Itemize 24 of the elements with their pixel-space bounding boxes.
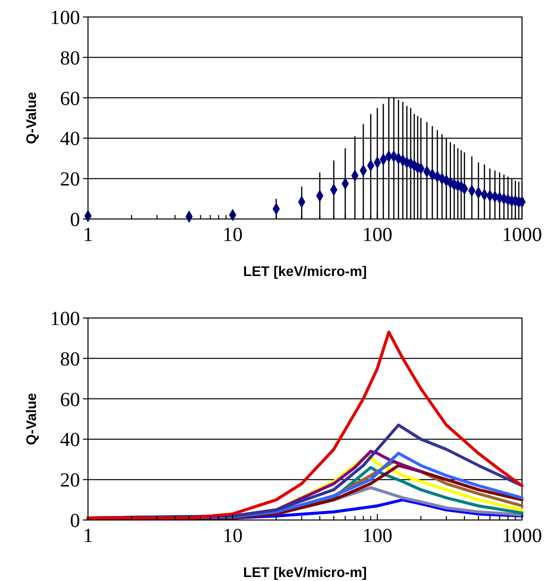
x-axis-title: LET [keV/micro-m] [243,564,367,580]
x-tick-label: 100 [362,224,392,246]
y-tick-label: 40 [60,429,80,452]
y-tick-label: 60 [60,388,80,411]
y-tick-label: 100 [50,308,80,330]
x-axis-title: LET [keV/micro-m] [243,263,367,279]
y-tick-label: 60 [60,88,80,110]
x-tick-label: 100 [362,525,392,547]
x-tick-label: 10 [222,525,243,547]
x-tick-label: 1000 [502,224,542,246]
x-tick-label: 1000 [502,525,542,547]
y-tick-label: 80 [60,47,80,70]
y-tick-label: 100 [50,7,80,29]
y-tick-label: 80 [60,348,80,370]
y-tick-label: 20 [60,470,80,492]
y-tick-label: 40 [60,128,80,150]
x-tick-label: 1 [83,525,93,547]
y-tick-label: 0 [70,209,80,231]
y-axis-title: Q-Value [23,392,39,446]
y-axis-title: Q-Value [23,92,39,144]
y-tick-label: 0 [70,510,80,532]
x-tick-label: 10 [222,224,243,246]
x-tick-label: 1 [83,224,93,246]
y-tick-label: 20 [60,168,80,191]
